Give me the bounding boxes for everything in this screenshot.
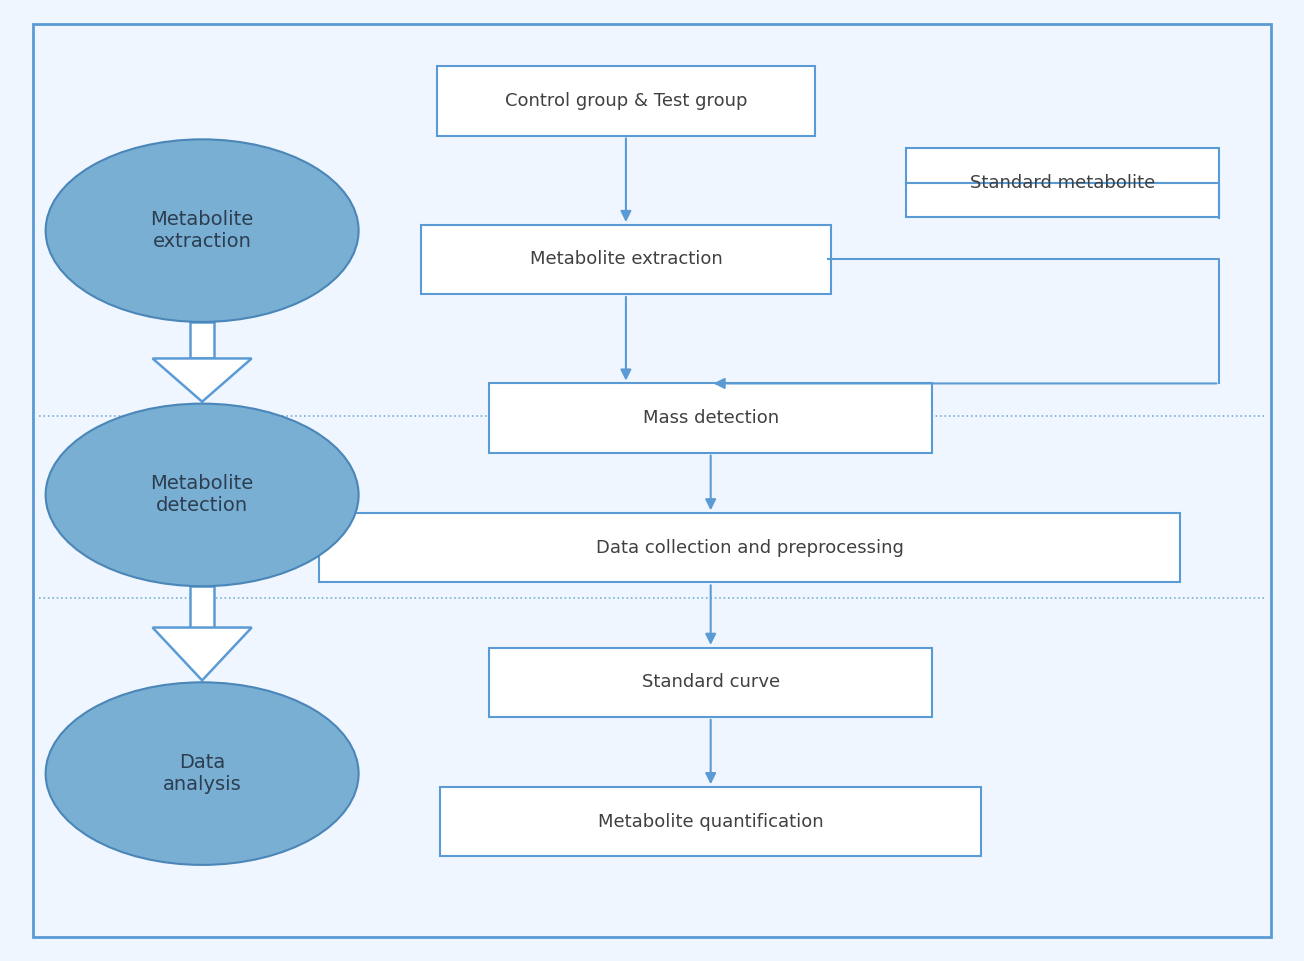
Text: Data collection and preprocessing: Data collection and preprocessing: [596, 539, 904, 556]
Ellipse shape: [46, 139, 359, 322]
Bar: [190, 586, 214, 628]
Text: Standard curve: Standard curve: [642, 674, 780, 691]
Text: Metabolite extraction: Metabolite extraction: [529, 251, 722, 268]
Text: Data
analysis: Data analysis: [163, 753, 241, 794]
Ellipse shape: [46, 682, 359, 865]
Text: Control group & Test group: Control group & Test group: [505, 92, 747, 110]
FancyBboxPatch shape: [420, 225, 832, 294]
FancyBboxPatch shape: [489, 383, 932, 453]
FancyBboxPatch shape: [441, 787, 981, 856]
Text: Metabolite
extraction: Metabolite extraction: [150, 210, 254, 251]
Polygon shape: [153, 358, 252, 402]
Ellipse shape: [46, 404, 359, 586]
FancyBboxPatch shape: [489, 648, 932, 717]
FancyBboxPatch shape: [319, 513, 1180, 582]
Text: Mass detection: Mass detection: [643, 409, 778, 427]
Text: Metabolite
detection: Metabolite detection: [150, 475, 254, 515]
Text: Standard metabolite: Standard metabolite: [970, 174, 1155, 191]
FancyBboxPatch shape: [437, 66, 815, 136]
FancyBboxPatch shape: [33, 24, 1271, 937]
FancyBboxPatch shape: [906, 148, 1219, 217]
Bar: [190, 322, 214, 358]
Polygon shape: [153, 628, 252, 680]
Text: Metabolite quantification: Metabolite quantification: [597, 813, 824, 830]
